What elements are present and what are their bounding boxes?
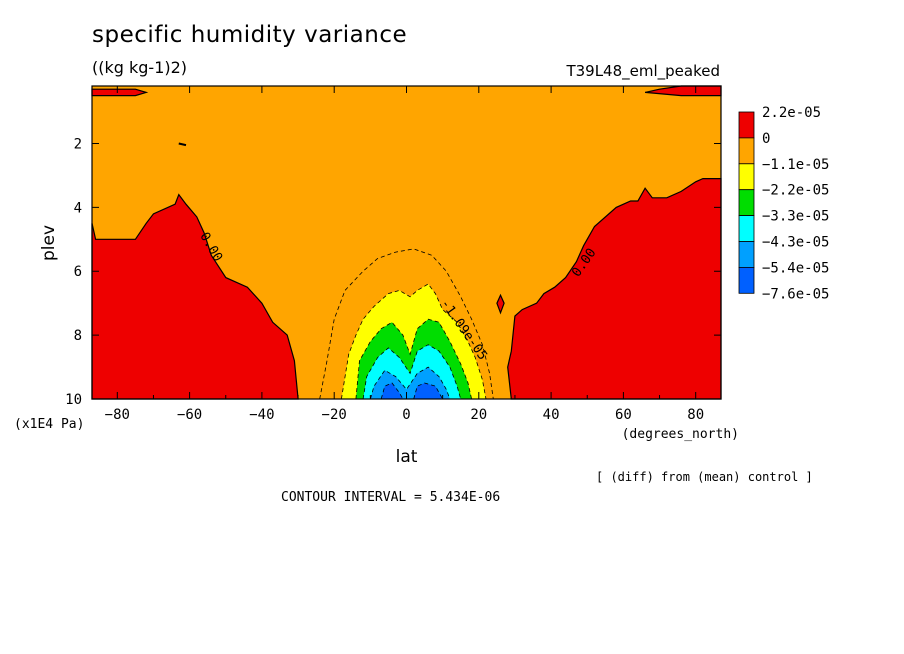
contour-feature xyxy=(178,142,187,147)
y-tick-label: 2 xyxy=(74,136,82,152)
footnote: [ (diff) from (mean) control ] xyxy=(596,470,813,484)
y-tick-label: 10 xyxy=(65,392,82,408)
legend-label: −5.4e-05 xyxy=(762,260,829,276)
contour-interval: CONTOUR INTERVAL = 5.434E-06 xyxy=(281,490,501,505)
x-axis-label: lat xyxy=(396,447,418,467)
legend-label: 2.2e-05 xyxy=(762,105,821,121)
contour-region-red-1 xyxy=(507,178,722,400)
y-tick-label: 4 xyxy=(74,200,82,216)
x-tick-label: −80 xyxy=(105,407,130,423)
legend-label: 0 xyxy=(762,131,770,147)
x-tick-label: 0 xyxy=(402,407,410,423)
y-tick-label: 6 xyxy=(74,264,82,280)
chart-title: specific humidity variance xyxy=(92,22,408,48)
legend-swatch xyxy=(738,137,755,165)
x-tick-label: 40 xyxy=(543,407,560,423)
x-tick-label: −20 xyxy=(322,407,347,423)
x-tick-label: −60 xyxy=(177,407,202,423)
legend-label: −7.6e-05 xyxy=(762,286,829,302)
contour-region-red-2 xyxy=(91,88,149,97)
legend-label: −1.1e-05 xyxy=(762,157,829,173)
legend-label: −2.2e-05 xyxy=(762,183,829,199)
contour-region-red-4 xyxy=(496,293,505,315)
legend-swatch xyxy=(738,111,755,139)
x-tick-label: 80 xyxy=(687,407,704,423)
legend-swatch xyxy=(738,266,755,294)
legend-label: −4.3e-05 xyxy=(762,235,829,251)
legend-swatch xyxy=(738,241,755,268)
x-tick-label: −40 xyxy=(249,407,274,423)
contour-region-red-0 xyxy=(91,193,299,400)
x-tick-label: 20 xyxy=(470,407,487,423)
contour-line-outer xyxy=(319,248,494,400)
y-axis-label: plev xyxy=(39,225,59,261)
legend-swatch xyxy=(738,163,755,191)
chart-units: ((kg kg-1)2) xyxy=(92,58,188,77)
experiment-label: T39L48_eml_peaked xyxy=(566,62,720,80)
x-axis-units: (degrees_north) xyxy=(622,427,739,442)
legend-label: −3.3e-05 xyxy=(762,209,829,225)
legend-swatch xyxy=(738,189,755,216)
legend-swatch xyxy=(738,215,755,242)
y-axis-units: (x1E4 Pa) xyxy=(14,417,84,432)
x-tick-label: 60 xyxy=(615,407,632,423)
y-tick-label: 8 xyxy=(74,328,82,344)
